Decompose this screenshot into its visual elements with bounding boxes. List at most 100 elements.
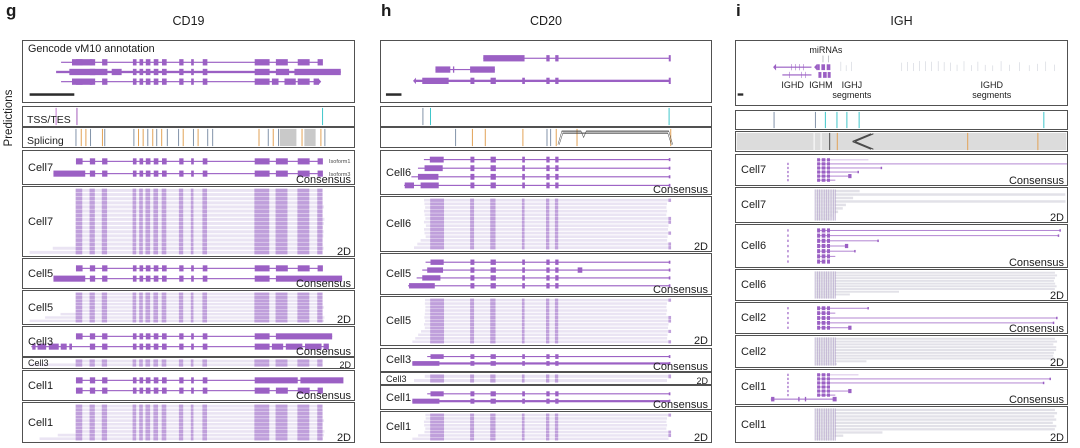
track-type-label-consensus: Consensus xyxy=(295,174,351,186)
panel-label-g: g xyxy=(6,1,17,20)
track-canvas-igh-signal xyxy=(773,111,1045,129)
track-cd19-cell5-2d: Cell5 2D xyxy=(22,290,355,326)
track-canvas-igh-cell2-consensus xyxy=(787,306,1058,330)
track-type-label-consensus: Consensus xyxy=(295,346,351,358)
track-cd19-cell1-2d: Cell1 2D xyxy=(22,402,355,444)
track-cd19-cell7-consensus: Isoform1 Isoform3 Cell7 Consensus xyxy=(22,150,355,186)
track-type-label-2d: 2D xyxy=(336,246,351,258)
track-type-label-2d: 2D xyxy=(1049,290,1064,302)
cell-label-cell1: Cell1 xyxy=(741,418,767,431)
cell-label-cell5: Cell5 xyxy=(386,315,412,327)
track-type-label-consensus: Consensus xyxy=(652,399,708,411)
cell-label-cell2: Cell2 xyxy=(741,312,767,324)
track-type-label-consensus: Consensus xyxy=(295,278,351,290)
track-type-label-2d: 2D xyxy=(339,360,351,370)
track-type-label-2d: 2D xyxy=(1049,212,1064,224)
track-igh-cell1-consensus: Cell1 Consensus xyxy=(735,369,1068,406)
track-type-label-2d: 2D xyxy=(696,376,708,386)
cell-label-cell7: Cell7 xyxy=(28,161,54,174)
prediction-track-label-splicing: Splicing xyxy=(27,135,64,147)
track-type-label-2d: 2D xyxy=(336,314,351,326)
track-canvas-cd19-splicing xyxy=(75,128,326,147)
track-igh-cell2-consensus: Cell2 Consensus xyxy=(735,302,1068,335)
track-canvas-cd20-cell5-consensus xyxy=(408,259,671,289)
track-cd20-cell5-2d: Cell5 2D xyxy=(380,296,712,347)
cell-label-cell6: Cell6 xyxy=(386,218,412,230)
track-canvas-cd20-cell5-2d xyxy=(412,298,672,344)
cell-label-cell7: Cell7 xyxy=(741,199,767,211)
track-canvas-cd19-annotation xyxy=(29,59,341,96)
track-cd19-tss-tes: TSS/TES xyxy=(22,106,355,127)
track-canvas-cd19-cell5-2d xyxy=(29,292,325,323)
panel-label-h: h xyxy=(381,1,392,20)
track-type-label-consensus: Consensus xyxy=(1008,323,1064,335)
track-igh-cell1-2d: Cell1 2D xyxy=(735,406,1068,444)
prediction-track-label-tss-tes: TSS/TES xyxy=(27,114,71,126)
track-type-label-consensus: Consensus xyxy=(1008,257,1064,269)
track-cd19-annotation: Gencode vM10 annotation xyxy=(22,40,355,103)
track-canvas-cd19-cell5-consensus xyxy=(53,265,343,282)
cell-label-cell1: Cell1 xyxy=(386,421,412,433)
cell-label-cell3: Cell3 xyxy=(386,373,407,384)
track-igh-cell6-2d: Cell6 2D xyxy=(735,269,1068,302)
cell-label-cell6: Cell6 xyxy=(741,279,767,291)
track-cd19-cell3-consensus: Cell3 Consensus xyxy=(22,326,355,358)
cell-label-cell3: Cell3 xyxy=(28,335,54,348)
track-canvas-igh-cell7-consensus xyxy=(787,158,1067,182)
cell-label-cell3: Cell3 xyxy=(386,354,412,366)
track-cd20-cell5-consensus: Cell5 Consensus xyxy=(380,253,712,296)
track-igh-igh-annotation: miRNAs IGHD IGHM IGHJ segments IGHD segments xyxy=(735,40,1068,106)
track-canvas-igh-cell1-consensus xyxy=(770,373,1051,402)
track-canvas-cd19-cell7-2d xyxy=(29,188,325,255)
track-canvas-cd20-annotation xyxy=(385,55,671,96)
track-cd19-splicing: Splicing xyxy=(22,127,355,148)
track-type-label-2d: 2D xyxy=(1049,357,1064,369)
annotation-label-ighd-segments: IGHD segments xyxy=(972,80,1012,100)
track-canvas-igh-cell2-2d xyxy=(814,337,1058,366)
track-cd19-cell1-consensus: Cell1 Consensus xyxy=(22,370,355,402)
track-cd19-cell3-2d: Cell3 2D xyxy=(22,357,355,370)
track-canvas-cd20-cell3-consensus xyxy=(412,354,671,366)
track-cd19-cell5-consensus: Cell5 Consensus xyxy=(22,258,355,290)
track-type-label-2d: 2D xyxy=(693,335,708,347)
cell-label-cell6: Cell6 xyxy=(386,166,412,179)
track-cd20-cell6-2d: Cell6 2D xyxy=(380,196,712,253)
panel-label-i: i xyxy=(736,1,741,20)
track-canvas-cd19-cell3-consensus xyxy=(31,333,333,350)
track-canvas-cd20-cell6-2d xyxy=(414,198,672,250)
track-type-label-consensus: Consensus xyxy=(1008,175,1064,187)
cell-label-cell5: Cell5 xyxy=(28,267,54,280)
track-canvas-igh-cell7-2d xyxy=(814,189,1066,221)
track-cd20-cell3-2d: Cell3 2D xyxy=(380,372,712,386)
track-type-label-consensus: Consensus xyxy=(652,184,708,196)
cell-label-cell2: Cell2 xyxy=(741,345,767,358)
track-cd20-cell3-consensus: Cell3 Consensus xyxy=(380,348,712,373)
track-cd19-cell7-2d: Cell7 2D xyxy=(22,186,355,258)
track-canvas-igh-signal xyxy=(736,132,1067,151)
track-type-label-consensus: Consensus xyxy=(1008,394,1064,406)
track-cd20-signal xyxy=(380,127,712,148)
cell-label-cell1: Cell1 xyxy=(28,416,54,429)
track-canvas-igh-cell6-consensus xyxy=(787,228,1061,264)
track-canvas-cd20-signal xyxy=(455,128,673,147)
track-canvas-cd19-tss-tes xyxy=(55,107,324,126)
track-type-label-2d: 2D xyxy=(336,432,351,444)
cell-label-cell1: Cell1 xyxy=(386,391,412,404)
track-canvas-cd19-cell1-consensus xyxy=(75,377,344,394)
track-igh-cell7-2d: Cell7 2D xyxy=(735,187,1068,224)
track-cd20-cell1-2d: Cell1 2D xyxy=(380,411,712,444)
isoform-label-isoform3: Isoform3 xyxy=(329,172,351,178)
track-canvas-igh-cell6-2d xyxy=(814,271,1058,299)
annotation-label-ighj-segments: IGHJ segments xyxy=(832,80,872,100)
track-canvas-igh-cell1-2d xyxy=(814,408,1058,441)
annotation-label-ighd: IGHD xyxy=(781,80,804,90)
track-type-label-2d: 2D xyxy=(1049,432,1064,444)
cell-label-cell5: Cell5 xyxy=(386,268,412,280)
mirnas-label: miRNAs xyxy=(809,45,843,55)
gene-title-cd20: CD20 xyxy=(530,14,562,28)
track-type-label-2d: 2D xyxy=(693,241,708,253)
annotation-label-ighm: IGHM xyxy=(809,80,833,90)
track-igh-cell6-consensus: Cell6 Consensus xyxy=(735,224,1068,269)
track-type-label-2d: 2D xyxy=(693,432,708,444)
